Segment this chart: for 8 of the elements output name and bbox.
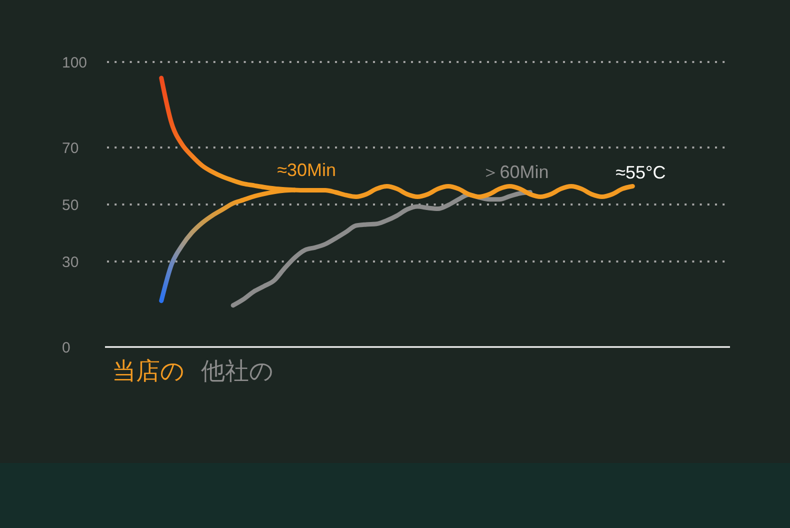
y-tick-label: 30: [62, 254, 79, 271]
y-tick-label: 0: [62, 340, 70, 356]
annotation: ≈30Min: [277, 160, 336, 180]
y-tick-label: 70: [62, 140, 79, 157]
annotation: ＞60Min: [482, 162, 549, 182]
annotation: ≈55°C: [616, 162, 666, 182]
y-tick-label: 50: [62, 197, 79, 214]
y-tick-label: 100: [62, 54, 88, 72]
